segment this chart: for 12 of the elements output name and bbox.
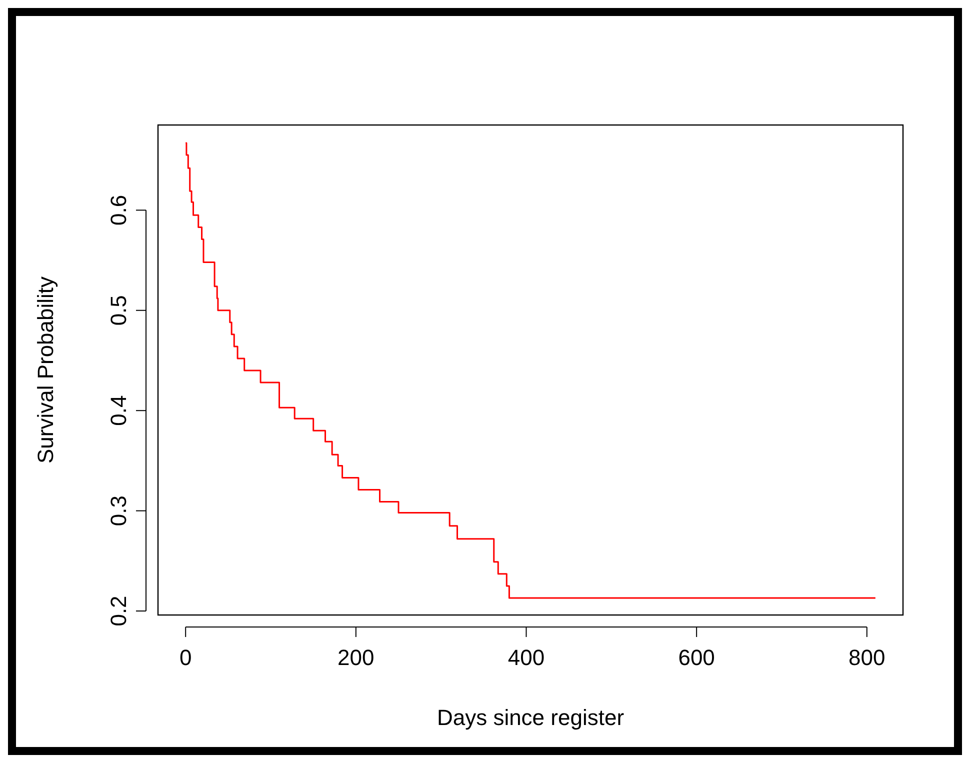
y-tick-label: 0.4: [106, 395, 131, 426]
x-axis-title: Days since register: [436, 705, 624, 730]
y-tick-label: 0.5: [106, 295, 131, 326]
x-tick-label: 200: [338, 645, 374, 670]
y-axis-title: Survival Probability: [33, 276, 58, 464]
y-tick-label: 0.3: [106, 495, 131, 526]
y-tick-label: 0.6: [106, 194, 131, 226]
x-tick-label: 400: [508, 645, 545, 670]
x-tick-label: 600: [678, 645, 715, 670]
x-tick-label: 0: [179, 645, 192, 670]
y-tick-label: 0.2: [106, 596, 131, 626]
x-tick-label: 800: [848, 645, 886, 670]
